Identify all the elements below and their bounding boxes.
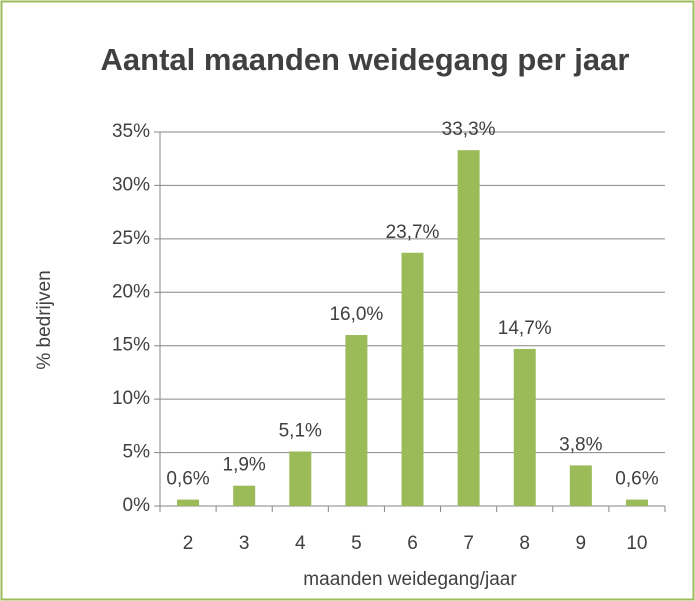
x-tick-label: 7 [463, 533, 474, 554]
y-axis-label: % bedrijven [34, 270, 55, 369]
bar [625, 499, 648, 506]
data-label: 0,6% [166, 469, 209, 490]
data-label: 14,7% [498, 318, 552, 339]
y-tick-label: 25% [112, 228, 150, 249]
y-tick-label: 10% [112, 388, 150, 409]
data-label: 3,8% [559, 434, 602, 455]
y-tick-label: 30% [112, 174, 150, 195]
data-label: 1,9% [223, 455, 266, 476]
x-tick-label: 6 [407, 533, 418, 554]
y-tick-label: 0% [123, 495, 151, 516]
y-tick-label: 5% [123, 442, 151, 463]
y-tick-label: 35% [112, 121, 150, 142]
data-label: 23,7% [386, 222, 440, 243]
x-tick-label: 10 [626, 533, 647, 554]
chart-title: Aantal maanden weidegang per jaar [101, 42, 630, 77]
x-tick-label: 5 [351, 533, 362, 554]
data-label: 5,1% [279, 421, 322, 442]
bar [233, 485, 256, 506]
data-label: 33,3% [442, 119, 496, 140]
bar [513, 348, 536, 506]
data-label: 0,6% [615, 469, 658, 490]
x-tick-label: 4 [295, 533, 306, 554]
bar [177, 499, 200, 506]
y-tick-label: 15% [112, 335, 150, 356]
bar [345, 335, 368, 506]
x-tick-label: 8 [519, 533, 530, 554]
data-label: 16,0% [329, 304, 383, 325]
x-tick-label: 9 [576, 533, 587, 554]
y-tick-label: 20% [112, 281, 150, 302]
bar [289, 451, 312, 506]
bar [457, 150, 480, 506]
x-tick-label: 3 [239, 533, 250, 554]
bar [569, 465, 592, 506]
x-axis-label: maanden weidegang/jaar [303, 569, 517, 590]
bar [401, 252, 424, 506]
x-tick-label: 2 [183, 533, 194, 554]
